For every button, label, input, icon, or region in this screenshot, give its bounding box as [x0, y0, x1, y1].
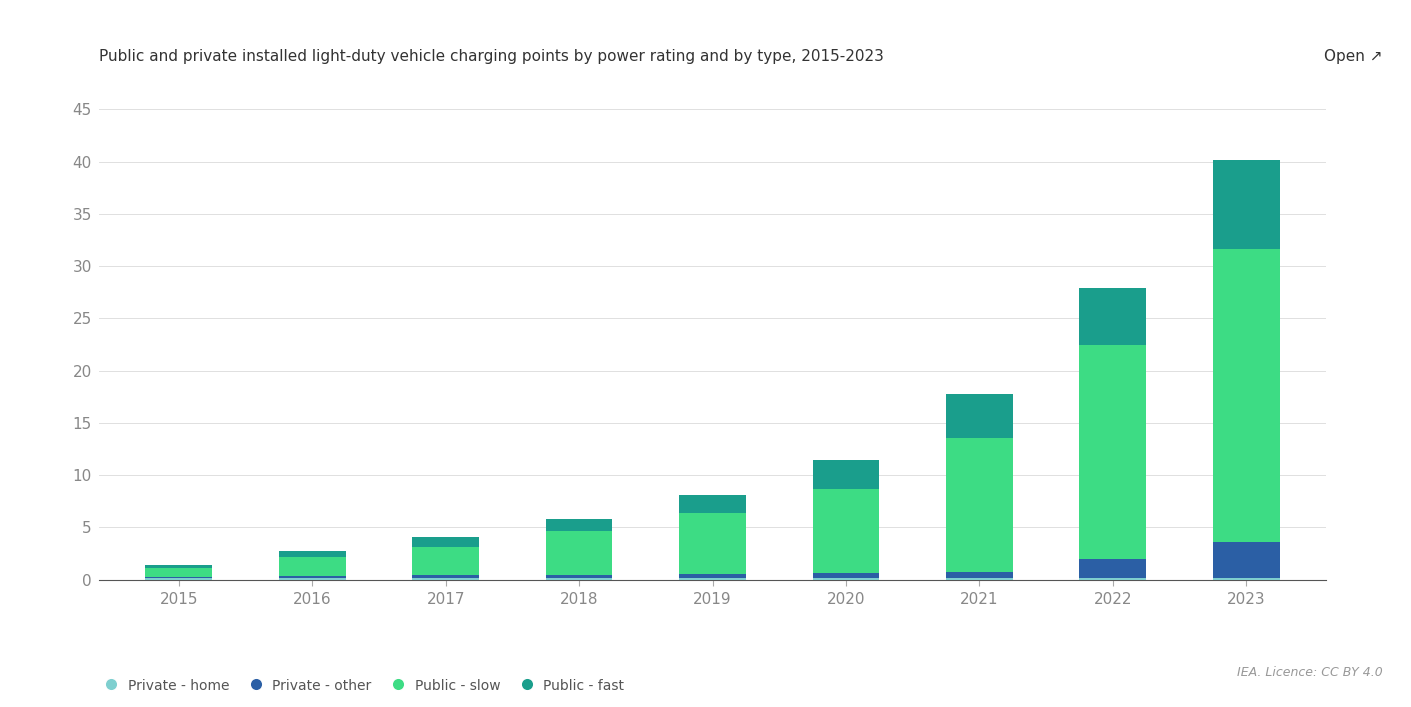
Bar: [546, 531, 612, 575]
Bar: [945, 572, 1013, 578]
Bar: [546, 575, 612, 578]
Bar: [1213, 249, 1280, 542]
Bar: [679, 495, 746, 513]
Bar: [813, 578, 879, 580]
Bar: [813, 573, 879, 578]
Bar: [1079, 288, 1146, 345]
Bar: [813, 460, 879, 489]
Text: IEA. Licence: CC BY 4.0: IEA. Licence: CC BY 4.0: [1237, 666, 1383, 679]
Bar: [1079, 578, 1146, 580]
Bar: [546, 578, 612, 580]
Bar: [412, 575, 480, 578]
Legend: Private - home, Private - other, Public - slow, Public - fast: Private - home, Private - other, Public …: [106, 679, 625, 693]
Bar: [412, 547, 480, 575]
Bar: [1213, 160, 1280, 249]
Bar: [546, 519, 612, 531]
Bar: [279, 578, 346, 580]
Bar: [412, 537, 480, 547]
Bar: [945, 395, 1013, 438]
Bar: [279, 576, 346, 578]
Bar: [679, 578, 746, 580]
Bar: [945, 438, 1013, 572]
Bar: [1213, 542, 1280, 578]
Bar: [145, 568, 212, 577]
Bar: [679, 574, 746, 578]
Bar: [945, 578, 1013, 580]
Bar: [1213, 578, 1280, 580]
Bar: [145, 577, 212, 578]
Bar: [279, 557, 346, 576]
Bar: [1079, 345, 1146, 559]
Bar: [145, 565, 212, 568]
Bar: [813, 489, 879, 573]
Bar: [1079, 559, 1146, 578]
Bar: [279, 551, 346, 557]
Text: Open ↗: Open ↗: [1325, 49, 1383, 64]
Text: Public and private installed light-duty vehicle charging points by power rating : Public and private installed light-duty …: [99, 49, 883, 64]
Bar: [412, 578, 480, 580]
Bar: [145, 578, 212, 580]
Bar: [679, 513, 746, 574]
